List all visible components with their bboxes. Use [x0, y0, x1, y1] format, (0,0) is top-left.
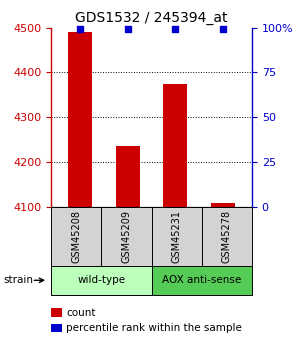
Text: strain: strain: [3, 275, 33, 285]
Text: count: count: [66, 308, 95, 317]
Bar: [116, 146, 140, 207]
Text: GSM45208: GSM45208: [71, 210, 81, 263]
Title: GDS1532 / 245394_at: GDS1532 / 245394_at: [75, 11, 228, 25]
Text: GSM45209: GSM45209: [122, 210, 131, 263]
Point: [77, 27, 82, 32]
Bar: [68, 32, 92, 207]
Text: wild-type: wild-type: [77, 275, 125, 285]
Text: GSM45278: GSM45278: [222, 210, 232, 263]
Text: percentile rank within the sample: percentile rank within the sample: [66, 323, 242, 333]
Point: [173, 27, 178, 32]
Point: [221, 27, 226, 32]
Text: AOX anti-sense: AOX anti-sense: [162, 275, 242, 285]
Text: GSM45231: GSM45231: [172, 210, 182, 263]
Bar: [211, 203, 235, 207]
Bar: [164, 83, 188, 207]
Point: [125, 27, 130, 32]
